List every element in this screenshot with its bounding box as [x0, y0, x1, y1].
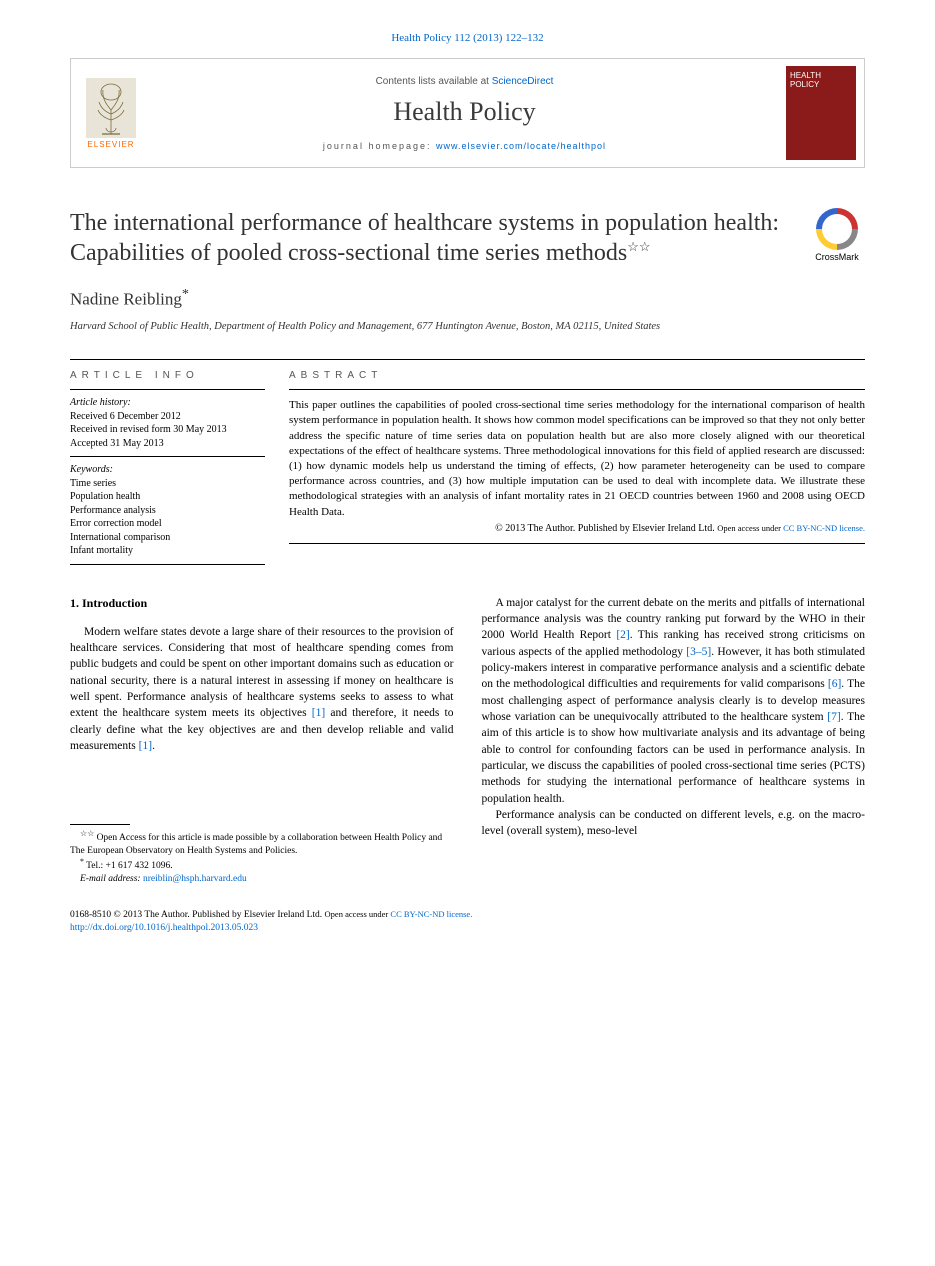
abstract-text: This paper outlines the capabilities of … — [289, 389, 865, 544]
keywords-block: Keywords: Time series Population health … — [70, 456, 265, 565]
homepage-line: journal homepage: www.elsevier.com/locat… — [151, 141, 778, 151]
keyword: International comparison — [70, 531, 265, 545]
section-heading: 1. Introduction — [70, 595, 454, 612]
license-link[interactable]: CC BY-NC-ND license. — [783, 523, 865, 533]
homepage-prefix: journal homepage: — [323, 141, 436, 151]
abstract-body: This paper outlines the capabilities of … — [289, 399, 865, 517]
history-label: Article history: — [70, 396, 265, 410]
citation-link[interactable]: [1] — [312, 707, 325, 719]
issn-text: 0168-8510 © 2013 The Author. Published b… — [70, 910, 325, 920]
banner-center: Contents lists available at ScienceDirec… — [151, 59, 778, 167]
journal-cover-thumb[interactable]: HEALTH POLICY — [786, 66, 856, 160]
sciencedirect-link[interactable]: ScienceDirect — [492, 76, 554, 87]
email-label: E-mail address: — [80, 874, 143, 884]
article-head: The international performance of healthc… — [70, 208, 865, 268]
footer-issn-line: 0168-8510 © 2013 The Author. Published b… — [70, 909, 865, 922]
author-marker: * — [182, 286, 189, 302]
contents-line: Contents lists available at ScienceDirec… — [151, 76, 778, 87]
copyright-text: © 2013 The Author. Published by Elsevier… — [495, 523, 717, 534]
homepage-link[interactable]: www.elsevier.com/locate/healthpol — [436, 141, 606, 151]
citation-link[interactable]: [2] — [616, 629, 629, 641]
page: Health Policy 112 (2013) 122–132 ELSEVIE… — [0, 0, 935, 976]
email-link[interactable]: nreiblin@hsph.harvard.edu — [143, 874, 247, 884]
license-link[interactable]: CC BY-NC-ND license. — [390, 909, 472, 919]
paragraph: Performance analysis can be conducted on… — [482, 807, 866, 840]
article-info-heading: article info — [70, 360, 265, 389]
title-note-marker: ☆☆ — [627, 239, 650, 254]
citation-link[interactable]: [6] — [828, 678, 841, 690]
keyword: Error correction model — [70, 517, 265, 531]
text-run: . The aim of this article is to show how… — [482, 711, 866, 805]
article-title-text: The international performance of healthc… — [70, 210, 779, 266]
author-line: Nadine Reibling* — [70, 286, 865, 310]
history-accepted: Accepted 31 May 2013 — [70, 437, 265, 451]
abstract-column: abstract This paper outlines the capabil… — [289, 359, 865, 565]
history-revised: Received in revised form 30 May 2013 — [70, 423, 265, 437]
footnote-marker: ☆☆ — [80, 829, 94, 838]
keywords-label: Keywords: — [70, 463, 265, 477]
crossmark-badge[interactable]: CrossMark — [809, 208, 865, 262]
elsevier-tree-icon — [86, 78, 136, 138]
citation-link[interactable]: [7] — [827, 711, 840, 723]
footnote-email: E-mail address: nreiblin@hsph.harvard.ed… — [70, 873, 454, 885]
keyword: Infant mortality — [70, 544, 265, 558]
history-received: Received 6 December 2012 — [70, 410, 265, 424]
article-info-column: article info Article history: Received 6… — [70, 359, 265, 565]
footnote-tel: * Tel.: +1 617 432 1096. — [70, 857, 454, 873]
body-text: 1. Introduction Modern welfare states de… — [70, 595, 865, 885]
text-run: Modern welfare states devote a large sha… — [70, 626, 454, 720]
paragraph: Modern welfare states devote a large sha… — [70, 624, 454, 755]
page-footer: 0168-8510 © 2013 The Author. Published b… — [70, 909, 865, 936]
license-prefix: Open access under — [325, 909, 391, 919]
keyword: Population health — [70, 490, 265, 504]
citation-link[interactable]: [1] — [139, 740, 152, 752]
journal-title: Health Policy — [151, 97, 778, 127]
journal-banner: ELSEVIER Contents lists available at Sci… — [70, 58, 865, 168]
elsevier-logo[interactable]: ELSEVIER — [71, 72, 151, 155]
issue-link[interactable]: Health Policy 112 (2013) 122–132 — [391, 32, 543, 44]
paragraph: A major catalyst for the current debate … — [482, 595, 866, 807]
crossmark-label: CrossMark — [809, 252, 865, 262]
article-history-block: Article history: Received 6 December 201… — [70, 389, 265, 456]
affiliation: Harvard School of Public Health, Departm… — [70, 320, 865, 334]
abstract-copyright: © 2013 The Author. Published by Elsevier… — [289, 522, 865, 536]
footnote-text: Open Access for this article is made pos… — [70, 834, 442, 856]
footnote-open-access: ☆☆ Open Access for this article is made … — [70, 829, 454, 857]
abstract-heading: abstract — [289, 360, 865, 389]
citation-link[interactable]: [3–5] — [686, 646, 711, 658]
keyword: Time series — [70, 477, 265, 491]
footnote-separator — [70, 824, 130, 825]
author-name: Nadine Reibling — [70, 290, 182, 309]
doi-link[interactable]: http://dx.doi.org/10.1016/j.healthpol.20… — [70, 923, 258, 933]
issue-link-line: Health Policy 112 (2013) 122–132 — [70, 32, 865, 44]
elsevier-wordmark: ELSEVIER — [87, 140, 134, 149]
cover-title: HEALTH POLICY — [790, 72, 852, 90]
crossmark-icon — [816, 208, 858, 250]
footnote-text: Tel.: +1 617 432 1096. — [84, 861, 173, 871]
contents-prefix: Contents lists available at — [376, 76, 492, 87]
info-abstract-row: article info Article history: Received 6… — [70, 359, 865, 565]
text-run: . — [152, 740, 155, 752]
article-title: The international performance of healthc… — [70, 208, 789, 268]
footnotes: ☆☆ Open Access for this article is made … — [70, 829, 454, 885]
keyword: Performance analysis — [70, 504, 265, 518]
license-prefix: Open access under — [717, 523, 783, 533]
